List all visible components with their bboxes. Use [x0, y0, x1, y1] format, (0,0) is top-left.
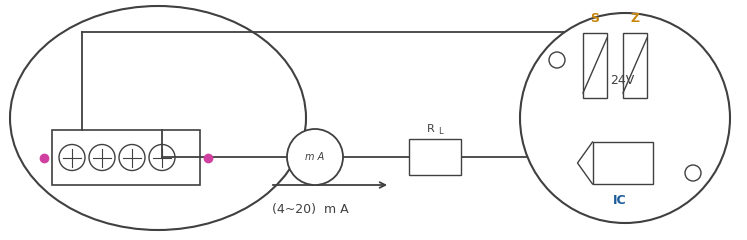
- Text: (4~20)  m A: (4~20) m A: [272, 204, 348, 216]
- Text: L: L: [438, 126, 442, 136]
- Bar: [52, 130, 200, 185]
- Text: Z: Z: [630, 12, 639, 25]
- Circle shape: [287, 129, 343, 185]
- Bar: [583, 33, 607, 98]
- Text: R: R: [427, 124, 435, 134]
- Text: 24V: 24V: [610, 74, 634, 87]
- Text: IC: IC: [613, 193, 627, 206]
- Circle shape: [520, 13, 730, 223]
- Text: S: S: [590, 12, 600, 25]
- Bar: [592, 142, 652, 184]
- Bar: [623, 33, 647, 98]
- Text: m A: m A: [306, 152, 325, 162]
- Bar: [409, 139, 461, 175]
